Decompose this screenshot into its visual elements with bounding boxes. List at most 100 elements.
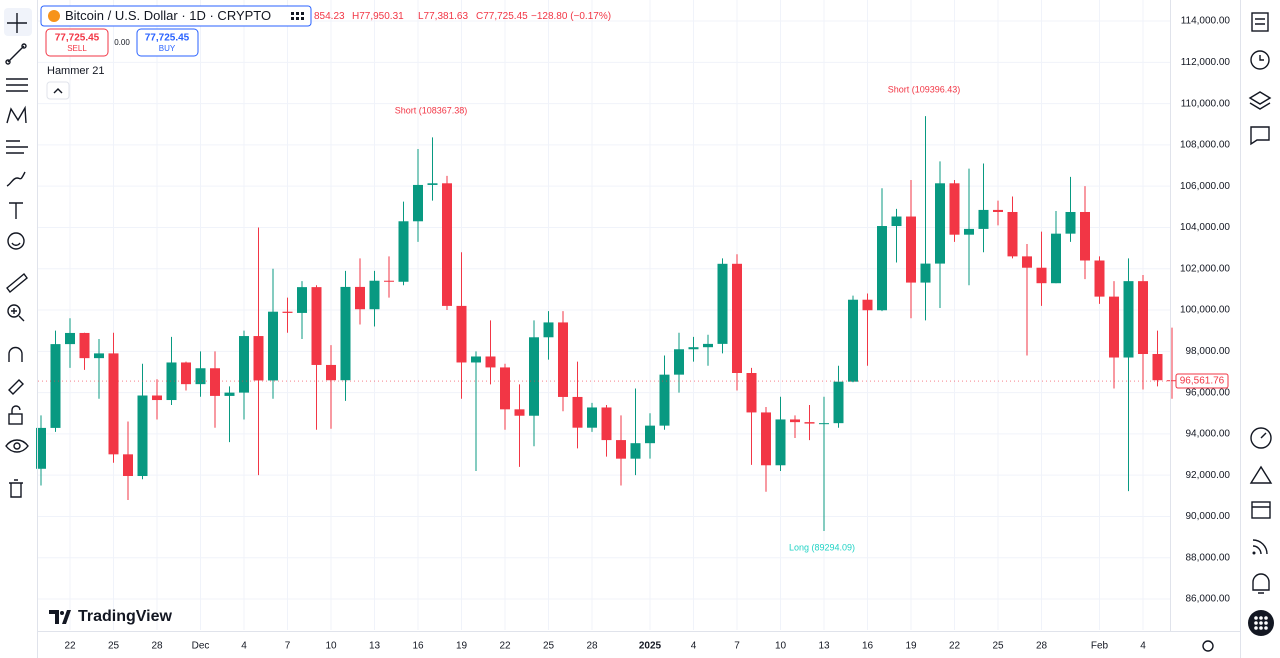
alerts-button[interactable] [1250, 50, 1270, 70]
candle-body [65, 332, 75, 345]
last-price-box [1175, 373, 1229, 389]
watchlist-button[interactable] [1251, 12, 1269, 32]
candle-body [732, 263, 742, 373]
tool-emoji[interactable] [7, 232, 25, 250]
candle-body [471, 356, 481, 363]
candle-body [833, 381, 844, 424]
x-tick-label: Feb [1091, 641, 1109, 652]
ohlc-open: 854.23 [314, 11, 345, 22]
candle-body [572, 396, 583, 428]
candle-body [50, 344, 61, 428]
candle-body [442, 183, 452, 306]
tool-text[interactable] [9, 202, 23, 219]
candle-body [253, 336, 264, 381]
tool-line[interactable] [5, 43, 27, 65]
symbol-settings[interactable] [291, 12, 304, 20]
axis-settings[interactable] [1202, 640, 1214, 652]
candle-body [326, 364, 336, 381]
tool-lock[interactable] [8, 405, 23, 425]
tool-lock-draw[interactable] [8, 379, 24, 395]
candle-body [94, 353, 104, 359]
candle-body [587, 407, 597, 428]
candle-body [645, 425, 655, 444]
ideas-button[interactable] [1249, 465, 1273, 484]
tool-visibility[interactable] [5, 439, 29, 453]
candle-body [485, 356, 496, 368]
x-tick-label: 22 [499, 641, 511, 652]
candle-body [1152, 354, 1163, 381]
candle-body [543, 322, 554, 338]
candle-body [210, 368, 220, 396]
x-tick-label: 28 [151, 641, 163, 652]
candle-body [384, 280, 394, 282]
ohlc-high: H77,950.31 [352, 11, 404, 22]
tool-magnet[interactable] [8, 346, 23, 363]
tool-ruler[interactable] [6, 272, 28, 294]
hotlist-button[interactable] [1250, 427, 1272, 449]
x-tick-label: 19 [456, 641, 468, 652]
candle-body [891, 216, 902, 227]
candle-body [964, 228, 974, 235]
chat-button[interactable] [1250, 126, 1270, 146]
x-tick-label: 13 [369, 641, 381, 652]
ohlc-change: −128.80 (−0.17%) [531, 11, 611, 22]
candle-body [500, 367, 510, 410]
candle-body [239, 336, 249, 393]
candle-body [152, 395, 162, 401]
x-tick-label: 28 [586, 641, 598, 652]
layers-button[interactable] [1248, 91, 1272, 110]
collapse-button[interactable] [46, 81, 70, 100]
notifications-button[interactable] [1252, 573, 1270, 594]
news-button[interactable] [1252, 539, 1268, 555]
y-tick-label: 112,000.00 [1181, 57, 1231, 68]
sell-button[interactable]: 77,725.45 SELL [45, 28, 109, 57]
tool-delete[interactable] [9, 479, 23, 498]
y-tick-label: 98,000.00 [1186, 346, 1231, 357]
y-tick-label: 102,000.00 [1180, 263, 1230, 274]
ohlc-low: L77,381.63 [418, 11, 468, 22]
candle-body [558, 322, 568, 397]
candle-body [224, 392, 235, 396]
candle-body [282, 311, 293, 313]
labels: 86,000.00 88,000.00 90,000.00 92,000.00 94,0… [38, 16, 1230, 652]
x-tick-label: 16 [862, 641, 874, 652]
y-tick-label: 92,000.00 [1186, 470, 1231, 481]
candle-body [166, 362, 177, 401]
candle-body [297, 287, 307, 313]
x-tick-label: 13 [818, 641, 830, 652]
tool-zoom[interactable] [7, 304, 25, 322]
candle-body [1080, 211, 1090, 261]
x-tick-label: 10 [775, 641, 787, 652]
tool-crosshair[interactable] [4, 8, 32, 36]
tool-pattern[interactable] [6, 105, 27, 124]
candle-body [123, 454, 133, 477]
buy-button[interactable]: 77,725.45 BUY [136, 28, 199, 57]
x-tick-label: 25 [108, 641, 120, 652]
candle-body [877, 226, 887, 311]
candle-body [1167, 380, 1177, 382]
x-tick-label: 4 [241, 641, 247, 652]
candle-body [601, 407, 612, 441]
candle-body [108, 353, 119, 455]
x-tick-label: 2025 [639, 641, 662, 652]
tool-fib[interactable] [6, 78, 28, 92]
buy-price: 77,725.45 [145, 33, 190, 44]
indicator-label[interactable]: Hammer 21 [47, 65, 104, 77]
apps-button[interactable] [1248, 610, 1274, 636]
tool-forecast[interactable] [6, 140, 28, 154]
candle-body [36, 427, 46, 469]
calendar-button[interactable] [1251, 501, 1271, 519]
symbol-box[interactable] [40, 5, 312, 27]
tool-brush[interactable] [6, 171, 26, 187]
left-toolbar [4, 0, 38, 658]
buy-label: BUY [159, 44, 176, 53]
candle-body [775, 419, 786, 466]
symbol-title: Bitcoin / U.S. Dollar · 1D · CRYPTO [65, 8, 271, 23]
y-tick-label: 90,000.00 [1186, 511, 1231, 522]
candle-body [456, 305, 467, 363]
candle-body [746, 372, 757, 413]
x-tick-label: 22 [949, 641, 961, 652]
candle-body [993, 209, 1003, 212]
candle-body [514, 409, 525, 416]
